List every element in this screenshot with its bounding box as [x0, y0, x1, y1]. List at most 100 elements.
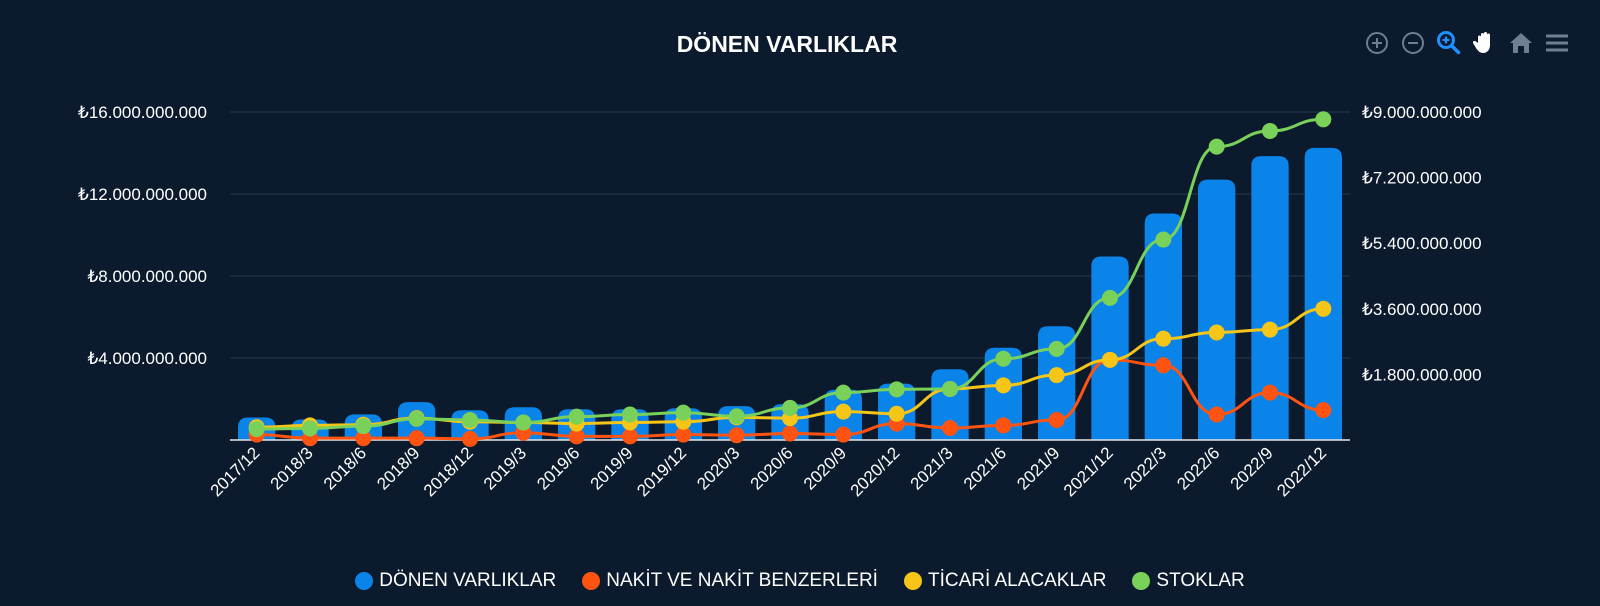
x-axis-tick-label: 2020/3 — [693, 443, 743, 493]
left-axis-tick-label: ₺12.000.000.000 — [78, 185, 207, 204]
data-point — [782, 399, 798, 416]
bar — [1304, 147, 1342, 440]
right-axis-tick-label: ₺9.000.000.000 — [1362, 103, 1482, 122]
right-axis-tick-label: ₺1.800.000.000 — [1362, 365, 1482, 384]
data-point — [302, 420, 318, 437]
x-axis-tick-label: 2022/12 — [1273, 443, 1330, 500]
data-point — [622, 428, 638, 445]
legend-label: NAKİT VE NAKİT BENZERLERİ — [606, 570, 878, 591]
x-axis-tick-label: 2021/12 — [1060, 443, 1117, 500]
pan-hand-icon[interactable] — [1472, 30, 1498, 56]
data-point — [1208, 324, 1225, 341]
x-axis-tick-label: 2020/6 — [747, 443, 797, 493]
x-axis-tick-label: 2022/3 — [1120, 443, 1170, 493]
data-point — [1102, 289, 1118, 306]
right-axis-tick-label: ₺5.400.000.000 — [1362, 234, 1482, 253]
x-axis-tick-label: 2020/9 — [800, 443, 850, 493]
data-point — [1315, 402, 1332, 419]
x-axis-tick-label: 2019/6 — [533, 443, 583, 493]
data-point — [728, 427, 745, 444]
zoom-out-icon[interactable] — [1400, 30, 1426, 56]
data-point — [568, 408, 585, 425]
legend-label: TİCARİ ALACAKLAR — [927, 570, 1107, 591]
data-point — [995, 377, 1012, 394]
bar — [1091, 256, 1129, 440]
data-point — [942, 380, 958, 397]
data-point — [888, 405, 905, 422]
selection-zoom-icon[interactable] — [1436, 30, 1462, 56]
legend-marker — [582, 572, 601, 590]
data-point — [515, 414, 532, 431]
data-point — [1155, 231, 1172, 248]
chart-title: DÖNEN VARLIKLAR — [677, 31, 898, 57]
zoom-in-icon[interactable] — [1364, 30, 1390, 56]
left-axis-tick-label: ₺4.000.000.000 — [87, 349, 207, 368]
data-point — [675, 426, 692, 443]
data-point — [1208, 406, 1225, 423]
data-point — [1208, 138, 1225, 155]
data-point — [1155, 357, 1172, 374]
data-point — [408, 410, 425, 427]
bar — [984, 347, 1022, 440]
data-point — [1048, 411, 1065, 428]
x-axis-tick-label: 2021/9 — [1013, 443, 1063, 493]
data-point — [728, 408, 745, 425]
data-point — [835, 426, 852, 443]
data-point — [1048, 340, 1065, 357]
x-axis-tick-label: 2021/6 — [960, 443, 1010, 493]
data-point — [1315, 111, 1332, 128]
bar — [1198, 179, 1236, 440]
data-point — [462, 430, 478, 447]
data-point — [1048, 367, 1065, 384]
chart-legend: DÖNEN VARLIKLAR NAKİT VE NAKİT BENZERLER… — [0, 570, 1600, 592]
legend-marker — [1132, 572, 1151, 590]
x-axis-tick-label: 2018/9 — [373, 443, 423, 493]
left-axis-tick-label: ₺8.000.000.000 — [87, 267, 207, 286]
legend-label: STOKLAR — [1156, 570, 1245, 591]
home-reset-icon[interactable] — [1508, 30, 1534, 56]
data-point — [248, 421, 265, 438]
legend-label: DÖNEN VARLIKLAR — [379, 570, 557, 591]
data-point — [1262, 384, 1278, 401]
bar — [1144, 213, 1182, 440]
data-point — [408, 430, 425, 447]
x-axis-tick-label: 2021/3 — [907, 443, 957, 493]
bar — [1251, 156, 1289, 440]
x-axis-tick-label: 2019/12 — [633, 443, 690, 500]
data-point — [1102, 351, 1118, 368]
data-point — [942, 419, 958, 436]
legend-marker — [903, 572, 922, 590]
data-point — [1262, 321, 1278, 338]
data-point — [835, 403, 852, 420]
x-axis-tick-label: 2022/9 — [1227, 443, 1277, 493]
data-point — [782, 425, 798, 442]
chart-toolbar — [1364, 30, 1570, 56]
data-point — [995, 350, 1012, 367]
x-axis-tick-label: 2020/12 — [847, 443, 904, 500]
right-axis-tick-label: ₺3.600.000.000 — [1362, 300, 1482, 319]
legend-item-stoklar[interactable]: STOKLAR — [1132, 570, 1245, 592]
x-axis-tick-label: 2017/12 — [207, 443, 264, 500]
x-axis-tick-label: 2018/3 — [267, 443, 317, 493]
data-point — [995, 417, 1012, 434]
data-point — [1262, 122, 1278, 139]
data-point — [568, 428, 585, 445]
data-point — [1155, 330, 1172, 347]
legend-marker — [355, 572, 374, 590]
legend-item-donen-varliklar[interactable]: DÖNEN VARLIKLAR — [355, 570, 556, 592]
data-point — [1315, 300, 1332, 317]
legend-item-ticari-alacaklar[interactable]: TİCARİ ALACAKLAR — [903, 570, 1107, 592]
x-axis-tick-label: 2022/6 — [1173, 443, 1223, 493]
data-point — [888, 381, 905, 398]
data-point — [622, 406, 638, 423]
left-axis-tick-label: ₺16.000.000.000 — [78, 103, 207, 122]
legend-item-nakit[interactable]: NAKİT VE NAKİT BENZERLERİ — [582, 570, 878, 592]
x-axis-tick-label: 2018/12 — [420, 443, 477, 500]
data-point — [675, 404, 692, 421]
x-axis-tick-label: 2019/9 — [587, 443, 637, 493]
menu-icon[interactable] — [1544, 30, 1570, 56]
data-point — [355, 430, 372, 447]
data-point — [355, 418, 372, 435]
data-point — [835, 384, 852, 401]
